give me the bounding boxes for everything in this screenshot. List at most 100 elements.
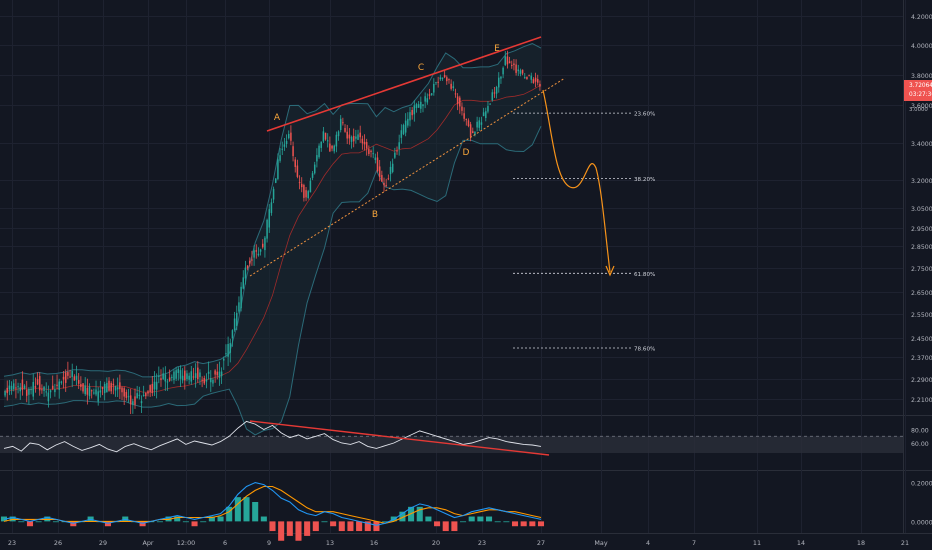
candle-body [240,286,242,309]
candle-body [142,394,145,396]
rsi-line [3,420,542,453]
macd-histogram-bar [511,521,519,527]
candle-body [428,94,431,96]
candle-body [387,178,390,180]
candle-body [452,86,455,88]
candle-body [322,131,325,142]
candle-body [311,173,314,178]
candle-body [396,150,398,152]
candle-body [233,318,236,331]
candle-body [227,343,229,357]
macd-histogram-bar [278,521,285,541]
candle-body [231,330,234,339]
macd-histogram-bar [18,521,25,523]
time-tick-label: 21 [901,539,909,547]
candle-body [264,237,266,251]
candle-body [95,389,97,395]
candle-body [64,372,67,383]
candle-body [292,146,294,157]
candle-body [75,375,78,380]
candle-body [192,376,195,378]
candle-body [82,383,84,392]
macd-histogram-bar [26,521,34,527]
candle-body [93,392,95,394]
candle-body [205,379,208,382]
candle-body [361,138,364,144]
candle-body [45,391,47,393]
candle-body [320,141,322,148]
candle-body [383,182,385,186]
time-tick-label: 29 [99,539,107,547]
candle-body [67,372,69,376]
candle-body [114,386,117,391]
candle-body [474,131,476,136]
candle-body [307,191,309,198]
fib-level-label: 38.20% [634,177,655,183]
candle-body [186,373,188,380]
price-tick-label: 3.80000 [911,73,932,80]
candle-body [175,370,177,379]
macd-signal-line [3,485,542,524]
candle-body [272,188,275,200]
macd-histogram-bar [503,521,510,523]
candle-body [339,118,342,131]
macd-histogram-bar [52,521,59,523]
candle-body [402,124,405,135]
candle-body [498,77,500,88]
price-tick-label: 2.65000 [911,290,932,297]
macd-histogram-bar [35,521,42,523]
candle-body [370,150,372,152]
countdown-value: 03:27:36 [909,92,932,98]
price-pane[interactable]: A B C D E 23.60% 38.20% 61.80% 78.60% [3,36,655,436]
macd-histogram-bar [295,521,302,541]
price-tick-label: 4.00000 [911,43,932,50]
candle-body [203,378,206,384]
macd-histogram-bar [156,521,163,523]
candle-body [309,180,312,193]
rsi-pane[interactable] [0,420,903,456]
candle-body [344,127,346,132]
candle-body [480,122,483,125]
wave-label: E [494,44,500,54]
macd-histogram-bar [312,521,319,532]
candle-body [511,65,513,67]
candle-body [329,143,331,152]
candle-body [119,382,121,390]
candle-body [515,64,517,73]
time-tick-label: 27 [537,539,545,547]
candle-body [532,79,535,84]
candle-body [270,202,273,213]
candle-body [134,396,136,405]
candle-body [261,243,264,248]
fib-level-label: 23.60% [634,112,655,118]
macd-line [3,482,542,526]
candle-body [197,367,199,380]
macd-histogram-bar [477,516,484,522]
candle-body [411,109,413,116]
last-price-value: 3.72064 [909,83,932,89]
bollinger-band-fill [4,43,541,435]
candle-body [443,74,446,78]
candle-body [88,386,91,397]
candle-body [251,259,253,261]
candle-body [283,144,286,147]
candle-body [99,390,102,393]
candle-body [246,265,249,269]
candle-body [236,312,238,327]
macd-histogram-bar [260,516,267,522]
macd-histogram-bar [330,521,337,527]
candle-body [25,389,28,396]
candle-body [110,383,112,392]
candle-body [56,384,58,386]
candle-body [342,122,344,124]
candle-body [413,105,416,115]
candle-body [435,82,437,84]
candle-body [463,113,465,119]
macd-pane[interactable] [0,482,545,541]
candle-body [326,140,329,142]
macd-histogram-bar [494,521,501,523]
price-tick-label: 3.40000 [911,141,932,148]
candle-body [350,136,353,142]
